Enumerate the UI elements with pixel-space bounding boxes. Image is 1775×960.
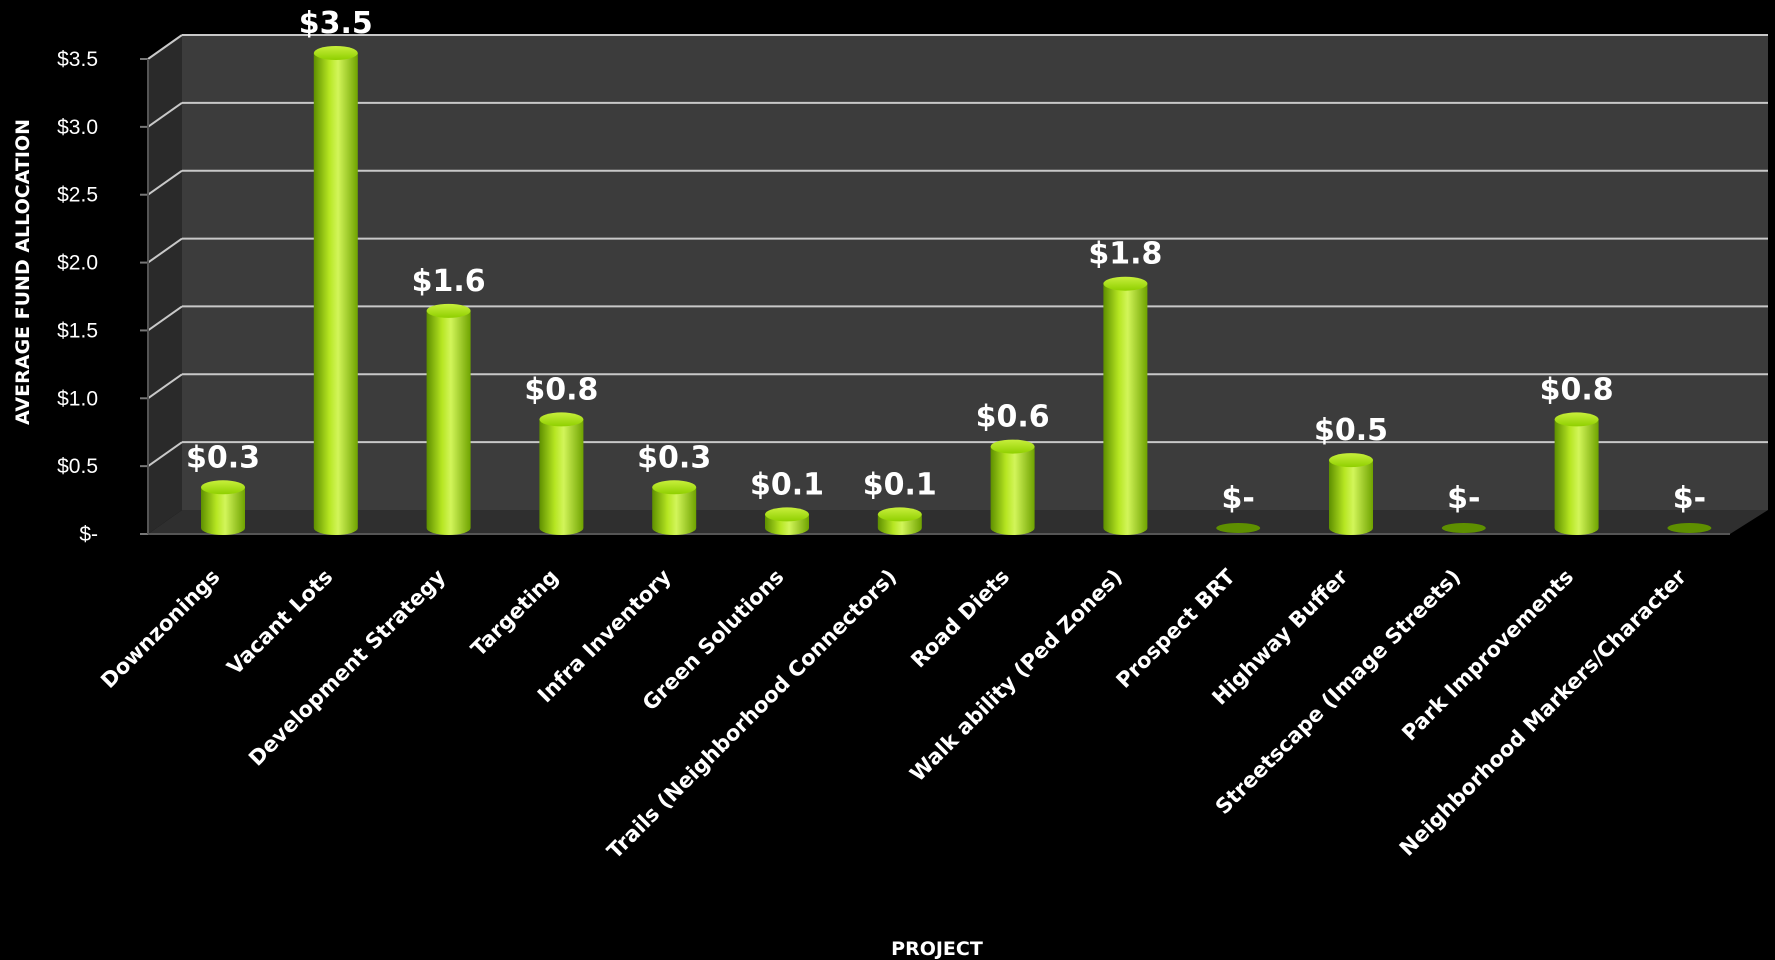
plot-floor <box>148 510 1768 534</box>
bar-cap <box>314 46 358 60</box>
y-tick-label: $2.5 <box>57 184 98 207</box>
bar-body <box>1103 284 1147 535</box>
data-label: $0.8 <box>1540 372 1614 407</box>
data-label: $0.3 <box>637 440 711 475</box>
category-label: Prospect BRT <box>1112 564 1241 693</box>
data-label: $1.6 <box>412 264 486 299</box>
y-tick-label: $1.5 <box>57 319 98 342</box>
data-label: $- <box>1447 481 1480 516</box>
category-label: Streetscape (Image Streets) <box>1211 565 1466 820</box>
bar-cap <box>765 507 809 521</box>
data-label: $0.1 <box>863 467 937 502</box>
plot-side-wall <box>148 35 182 534</box>
bar <box>1667 523 1711 533</box>
bar-cap <box>539 412 583 426</box>
y-axis-title: AVERAGE FUND ALLOCATION <box>12 119 34 425</box>
bar <box>652 480 696 535</box>
x-axis-title: PROJECT <box>891 938 983 960</box>
y-tick-label: $0.5 <box>57 455 98 478</box>
bar <box>201 480 245 535</box>
data-label: $0.1 <box>750 467 824 502</box>
y-tick-label: $3.5 <box>57 48 98 71</box>
bar <box>1103 277 1147 535</box>
category-label: Walk ability (Ped Zones) <box>905 565 1127 787</box>
bar-body <box>991 447 1035 535</box>
y-tick-label: $1.0 <box>57 387 98 410</box>
bar <box>991 440 1035 535</box>
bar-cap <box>652 480 696 494</box>
bar-cap <box>427 304 471 318</box>
data-label: $1.8 <box>1088 237 1162 272</box>
bar-cap <box>1216 523 1260 533</box>
data-label: $- <box>1222 481 1255 516</box>
bar-body <box>1555 419 1599 535</box>
bar-body <box>539 419 583 535</box>
bar-body <box>201 487 245 535</box>
bar-body <box>1329 460 1373 535</box>
category-label: Development Strategy <box>244 564 450 770</box>
bar-cap <box>991 440 1035 454</box>
plot-area <box>148 35 1768 534</box>
category-label: Downzonings <box>96 565 224 693</box>
bar <box>1442 523 1486 533</box>
category-label: Targeting <box>466 565 563 662</box>
bar-body <box>652 487 696 535</box>
bar <box>1329 453 1373 535</box>
bar-cap <box>1667 523 1711 533</box>
bar-cap <box>1555 412 1599 426</box>
data-label: $3.5 <box>299 6 373 41</box>
bar <box>765 507 809 535</box>
data-label: $- <box>1673 481 1706 516</box>
data-label: $0.5 <box>1314 413 1388 448</box>
y-tick-label: $- <box>79 523 98 546</box>
bar-cap <box>878 507 922 521</box>
y-tick-label: $2.0 <box>57 252 98 275</box>
bar <box>427 304 471 535</box>
bar <box>1216 523 1260 533</box>
data-label: $0.8 <box>524 372 598 407</box>
bar <box>539 412 583 535</box>
bar-cap <box>1103 277 1147 291</box>
bar-body <box>314 53 358 535</box>
bar-cap <box>1442 523 1486 533</box>
bar-body <box>427 311 471 535</box>
bar <box>1555 412 1599 535</box>
bar <box>314 46 358 535</box>
bar-cap <box>201 480 245 494</box>
data-label: $0.6 <box>976 400 1050 435</box>
data-label: $0.3 <box>186 440 260 475</box>
category-label: Vacant Lots <box>222 565 337 680</box>
bar-cap <box>1329 453 1373 467</box>
y-tick-label: $3.0 <box>57 116 98 139</box>
category-label: Road Diets <box>906 565 1014 673</box>
bar <box>878 507 922 535</box>
